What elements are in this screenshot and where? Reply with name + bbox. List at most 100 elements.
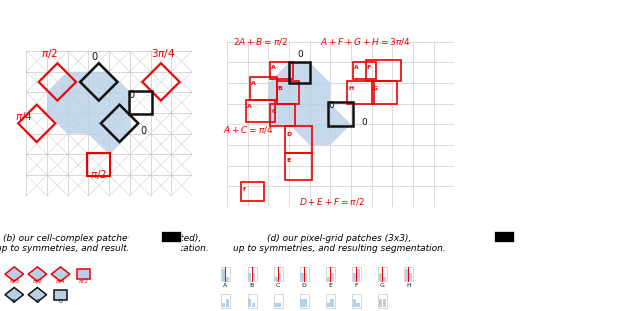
Bar (77, 269, 90, 279)
Text: $\pi/2$: $\pi/2$ (78, 277, 89, 285)
Text: F: F (367, 65, 371, 71)
Bar (248, 294, 257, 308)
Bar (300, 299, 304, 307)
Bar (300, 294, 309, 308)
Bar (383, 299, 386, 307)
Text: H: H (406, 283, 411, 288)
Bar (404, 267, 413, 281)
Bar (405, 269, 408, 281)
Bar (409, 273, 412, 281)
Bar (285, 127, 312, 153)
Bar (304, 299, 307, 307)
Polygon shape (5, 287, 24, 302)
Text: A: A (271, 65, 276, 71)
Bar (494, 231, 514, 242)
Bar (275, 304, 278, 307)
Bar (246, 100, 275, 122)
Text: $0$: $0$ (58, 297, 63, 305)
Text: $\pi/4$: $\pi/4$ (15, 110, 33, 123)
Bar (285, 153, 312, 180)
Text: $\pi/2$: $\pi/2$ (32, 277, 43, 285)
Bar (328, 102, 353, 127)
Text: D: D (301, 283, 307, 288)
Bar (161, 231, 181, 242)
Text: A: A (251, 81, 255, 86)
Text: $\pi/2$: $\pi/2$ (90, 168, 108, 181)
Bar (300, 267, 309, 281)
Text: $3\pi/4$: $3\pi/4$ (151, 47, 175, 60)
Bar (353, 62, 376, 79)
Polygon shape (268, 62, 351, 145)
Bar (278, 304, 281, 307)
Text: $0$: $0$ (362, 117, 369, 128)
Text: C: C (276, 283, 280, 288)
Text: $\pi/4$: $\pi/4$ (55, 277, 67, 285)
Bar (129, 91, 152, 114)
Bar (241, 182, 264, 201)
Text: $0$: $0$ (249, 309, 254, 311)
Bar (326, 294, 335, 308)
Bar (372, 81, 397, 104)
Text: $0$: $0$ (275, 309, 280, 311)
Bar (275, 277, 278, 281)
Text: $\pi/2$: $\pi/2$ (41, 47, 58, 60)
Text: $0$: $0$ (223, 309, 228, 311)
Text: E: E (328, 283, 332, 288)
Text: F: F (355, 283, 358, 288)
Bar (252, 304, 255, 307)
Text: $\pi/3$: $\pi/3$ (8, 277, 20, 285)
Polygon shape (51, 267, 70, 281)
Bar (326, 277, 330, 281)
Bar (278, 273, 281, 281)
Bar (353, 299, 356, 307)
Text: G: G (380, 283, 385, 288)
Bar (326, 267, 335, 281)
Text: G: G (372, 86, 378, 91)
Polygon shape (125, 218, 183, 309)
Text: $0$: $0$ (35, 297, 40, 305)
Bar (300, 273, 304, 281)
Bar (274, 294, 283, 308)
Text: A: A (354, 65, 359, 71)
Text: A: A (246, 104, 252, 109)
Text: $0$: $0$ (301, 309, 307, 311)
Polygon shape (28, 267, 47, 281)
Text: $0$: $0$ (328, 99, 335, 110)
Bar (250, 77, 276, 100)
Text: $2A+B= \pi/2$: $2A+B= \pi/2$ (233, 36, 288, 47)
Text: $0$: $0$ (128, 87, 136, 100)
Text: $0$: $0$ (12, 297, 17, 305)
Polygon shape (5, 267, 24, 281)
Bar (248, 267, 257, 281)
Bar (271, 104, 295, 127)
Polygon shape (458, 218, 516, 309)
Bar (365, 60, 401, 81)
Bar (330, 273, 333, 281)
Bar (54, 290, 67, 299)
Text: B: B (278, 86, 282, 91)
Bar (356, 304, 360, 307)
Text: $0$: $0$ (327, 309, 333, 311)
Text: $A+C= \pi/4$: $A+C= \pi/4$ (223, 124, 273, 135)
Bar (226, 277, 229, 281)
Bar (221, 294, 230, 308)
Text: $0$: $0$ (140, 124, 147, 136)
Bar (379, 299, 382, 307)
Bar (379, 273, 382, 281)
Text: $0$: $0$ (298, 48, 305, 59)
Bar (222, 269, 225, 281)
Polygon shape (28, 287, 47, 302)
Text: A: A (223, 283, 228, 288)
Bar (289, 62, 310, 83)
Text: E: E (286, 159, 290, 164)
Bar (248, 299, 252, 307)
Bar (226, 299, 229, 307)
Text: $0$: $0$ (353, 309, 359, 311)
Text: $0$: $0$ (91, 50, 99, 62)
Bar (248, 273, 252, 281)
Text: C: C (271, 109, 276, 114)
Text: (b) our cell-complex patches (8-connected),
up to symmetries, and resulting segm: (b) our cell-complex patches (8-connecte… (0, 234, 209, 253)
Bar (356, 269, 360, 281)
Text: B: B (250, 283, 253, 288)
Text: f: f (243, 188, 245, 193)
